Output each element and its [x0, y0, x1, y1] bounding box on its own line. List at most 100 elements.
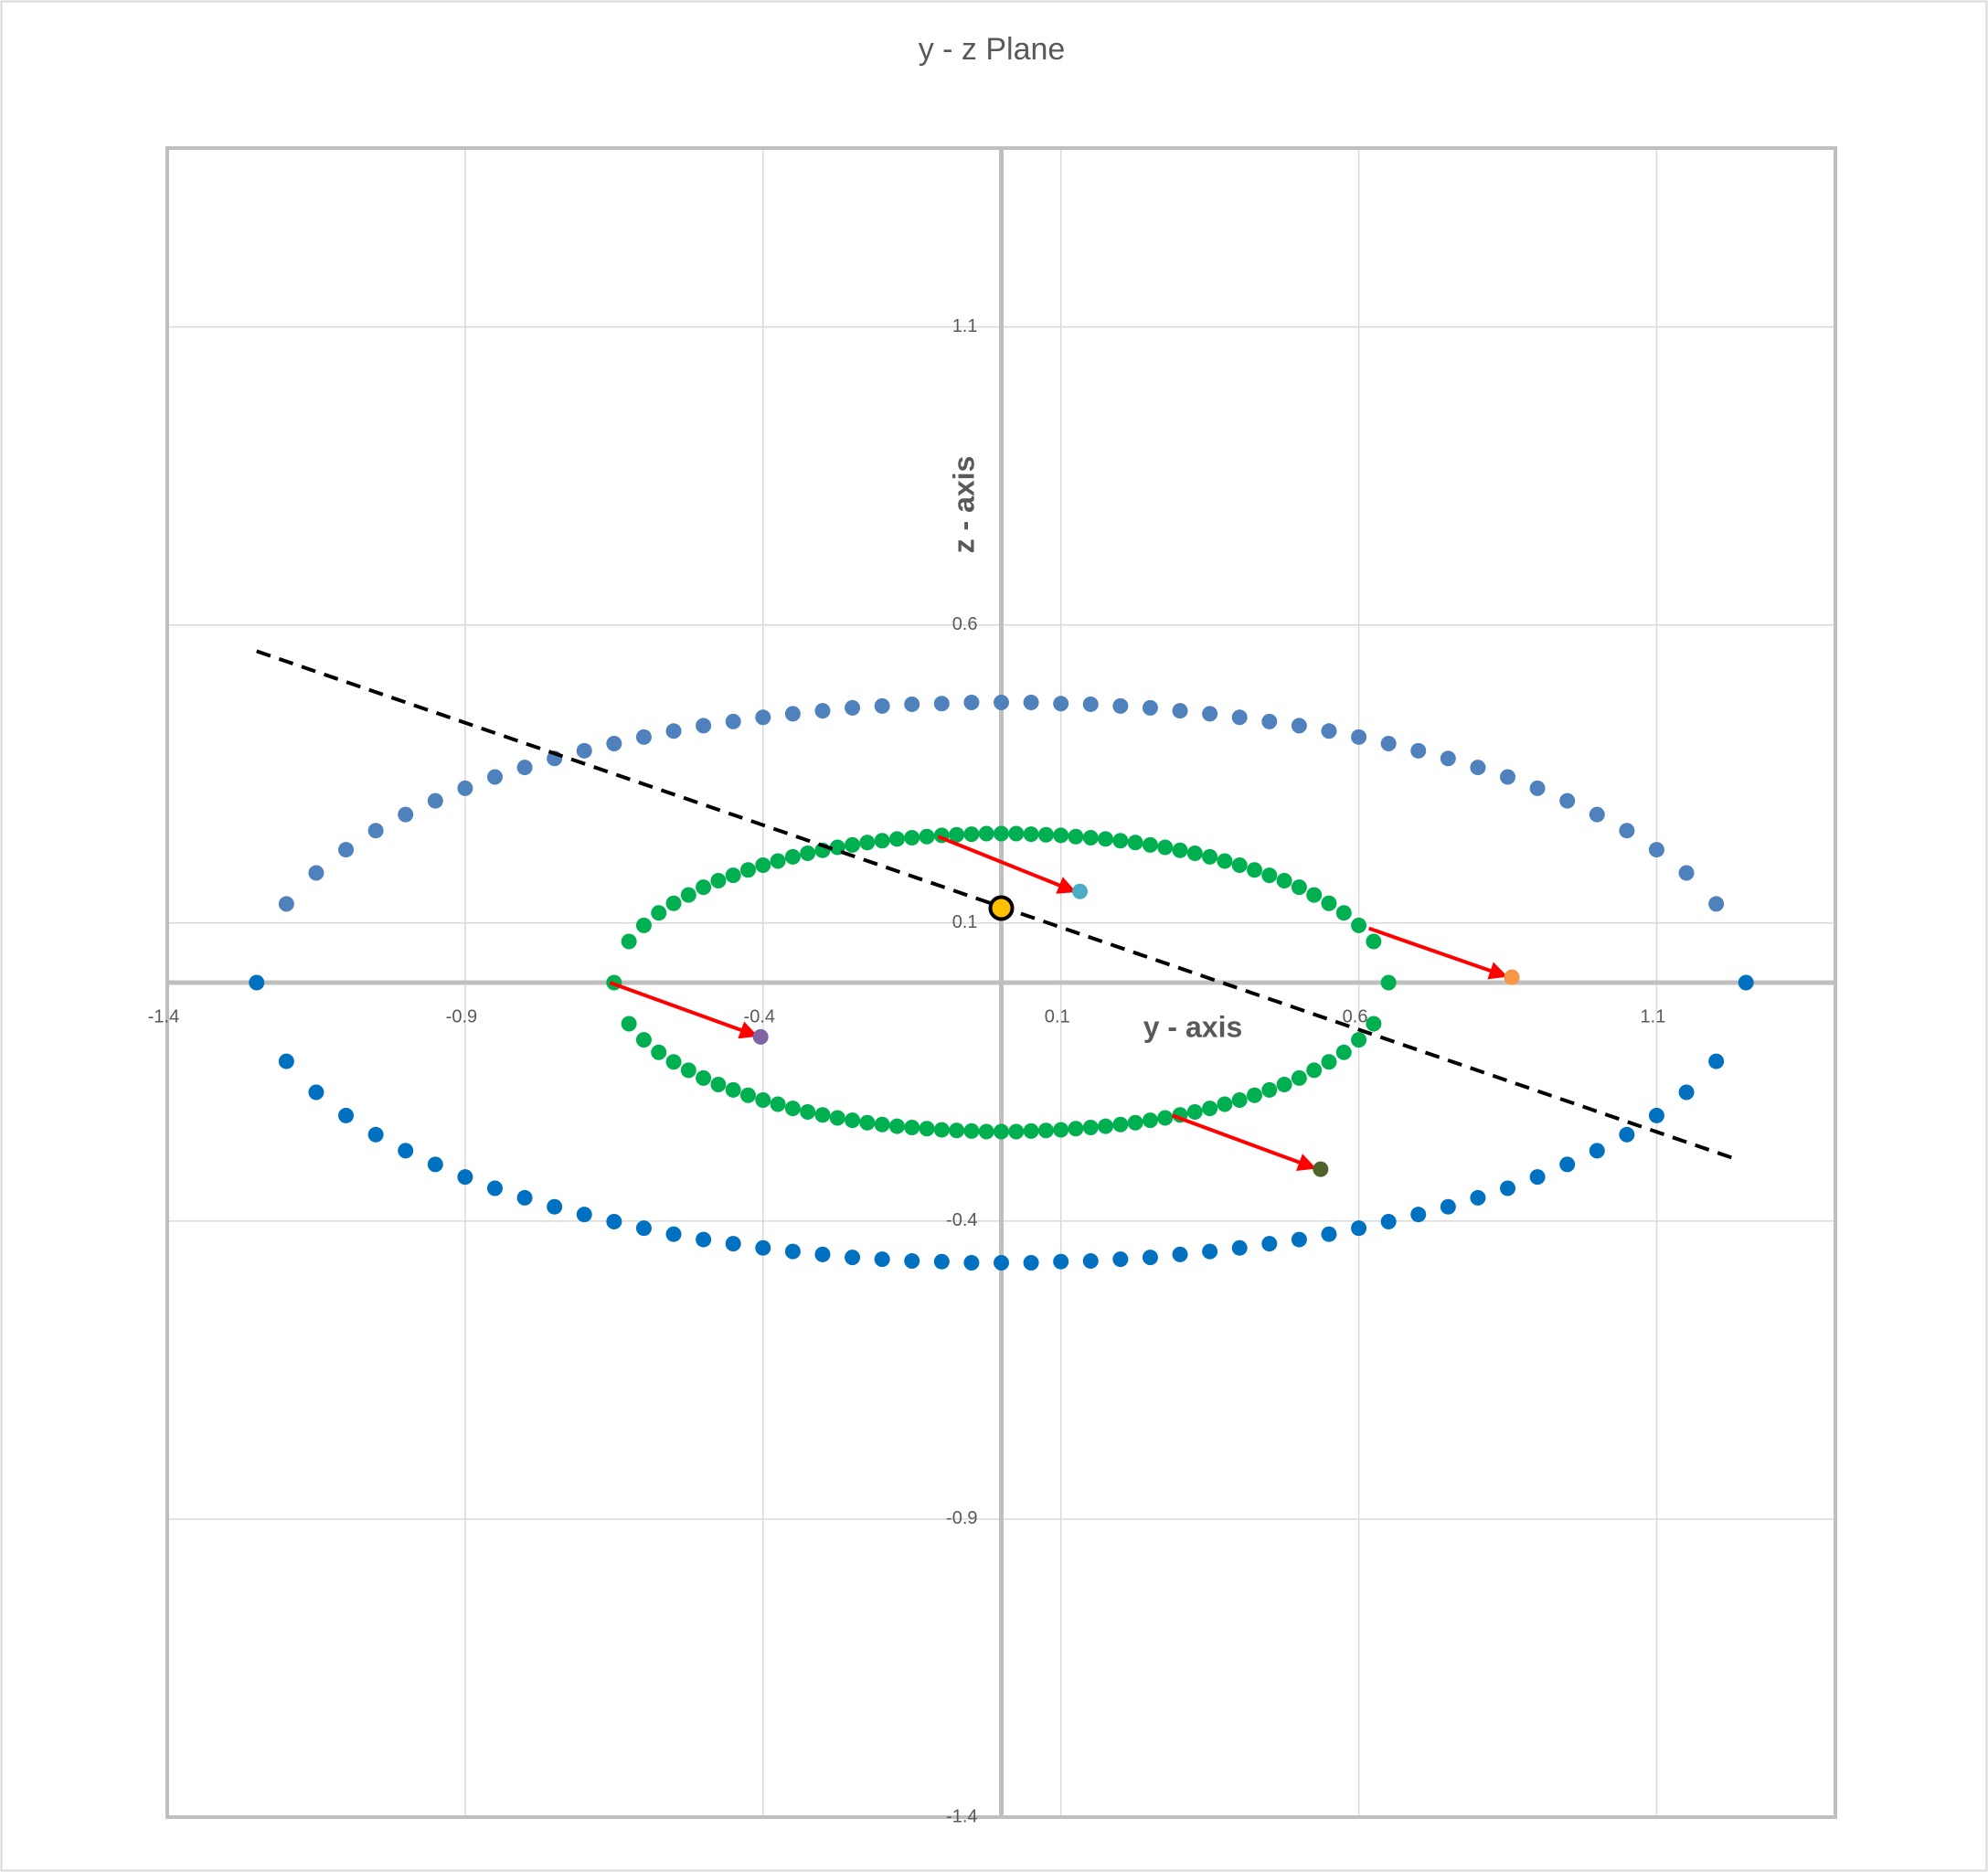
point [1023, 826, 1039, 843]
point [680, 887, 696, 903]
point [1470, 1189, 1486, 1206]
point [1470, 760, 1486, 776]
point [1276, 872, 1292, 888]
point [755, 1239, 771, 1256]
point [486, 769, 503, 785]
point [1261, 1236, 1278, 1252]
point [1366, 933, 1382, 950]
point [398, 806, 414, 823]
point [1202, 848, 1218, 865]
point [635, 729, 652, 745]
point [1738, 974, 1754, 991]
point [1529, 1169, 1546, 1186]
point [829, 1110, 845, 1126]
y-tick-label: 1.1 [952, 316, 978, 336]
y-tick-label: -0.9 [946, 1508, 977, 1528]
point [1589, 806, 1605, 823]
point [621, 933, 637, 950]
point [1335, 905, 1352, 921]
point [963, 1122, 980, 1139]
point [278, 896, 294, 912]
point [904, 830, 920, 846]
point [1068, 1121, 1084, 1137]
point [784, 1243, 801, 1260]
point [606, 1214, 622, 1230]
point [1127, 1114, 1143, 1131]
point [770, 853, 786, 869]
point [308, 1084, 324, 1101]
point [606, 735, 622, 751]
x-tick-label: -0.9 [446, 1006, 477, 1026]
point [994, 1123, 1009, 1140]
point [576, 742, 592, 759]
point [1142, 699, 1158, 716]
point [1202, 1243, 1218, 1260]
point [249, 974, 265, 991]
point [696, 718, 712, 734]
point [904, 1119, 920, 1135]
point [859, 1114, 876, 1131]
point [814, 703, 831, 719]
point [814, 1246, 831, 1262]
point [725, 713, 741, 729]
point [1306, 1062, 1323, 1079]
point [1559, 1156, 1576, 1173]
point [367, 1126, 384, 1143]
point [576, 1207, 592, 1223]
point [621, 1016, 637, 1032]
point [1231, 1239, 1248, 1256]
point [1008, 825, 1025, 842]
point [1023, 1255, 1039, 1271]
point [1112, 1116, 1129, 1133]
point [888, 831, 905, 847]
point [1678, 1084, 1695, 1101]
point [1082, 1119, 1099, 1135]
point [1127, 835, 1143, 851]
point [1291, 718, 1307, 734]
arrow [937, 835, 1077, 894]
point [963, 694, 980, 710]
point [1648, 1107, 1664, 1123]
point [1321, 723, 1337, 739]
arrow [1171, 1113, 1317, 1171]
point [1186, 1104, 1203, 1121]
point [874, 833, 890, 849]
point [1023, 694, 1039, 710]
point [1098, 831, 1114, 847]
point [1142, 836, 1158, 853]
point [1291, 1231, 1307, 1248]
point [978, 1123, 994, 1140]
y-tick-label: -1.4 [946, 1806, 977, 1826]
point [725, 867, 741, 884]
point [1231, 857, 1248, 874]
point [1380, 974, 1397, 991]
point [1082, 830, 1099, 846]
point [1037, 826, 1054, 843]
point [1112, 833, 1129, 849]
point [739, 862, 756, 878]
point [308, 865, 324, 881]
point [457, 780, 473, 796]
point [933, 696, 950, 712]
point [784, 848, 801, 865]
point [1366, 1016, 1382, 1032]
point [1112, 1251, 1129, 1268]
point [1098, 1118, 1114, 1134]
point [635, 1220, 652, 1237]
point [963, 826, 980, 843]
point [1351, 1032, 1367, 1048]
point [1291, 1069, 1307, 1086]
point [1261, 867, 1278, 884]
y-tick-label: 0.6 [952, 614, 978, 634]
point [1708, 896, 1725, 912]
point [338, 1107, 355, 1123]
x-tick-label: 0.1 [1045, 1006, 1070, 1026]
point [1142, 1112, 1158, 1129]
point [1008, 1123, 1025, 1140]
point [994, 825, 1009, 842]
arrow [609, 981, 759, 1039]
point [1157, 1110, 1174, 1126]
point [710, 872, 727, 888]
point [1678, 865, 1695, 881]
point [1335, 1044, 1352, 1060]
